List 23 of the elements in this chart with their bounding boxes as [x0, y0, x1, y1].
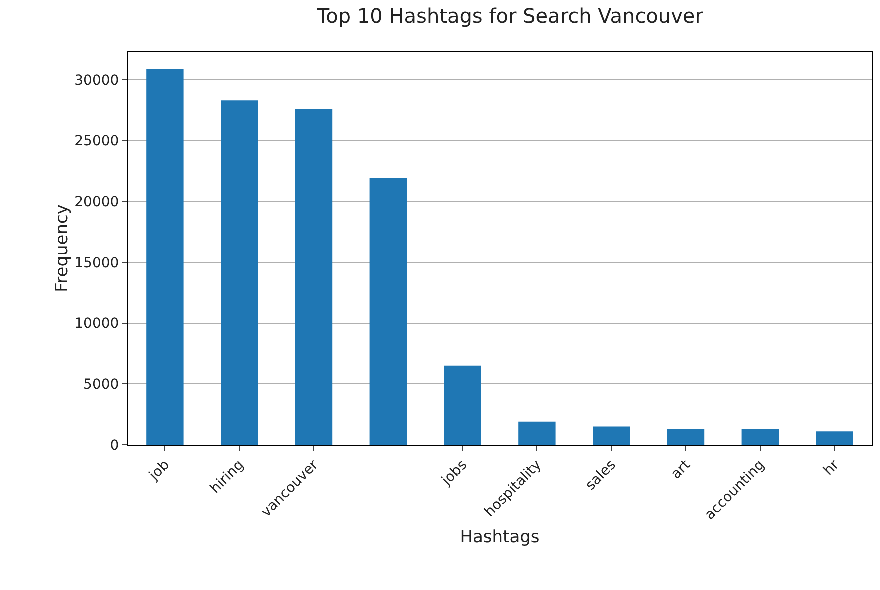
x-axis-title: Hashtags: [460, 528, 540, 548]
chart-title: Top 10 Hashtags for Search Vancouver: [316, 4, 704, 28]
bar: [146, 69, 184, 445]
bar: [370, 178, 407, 445]
y-tick-label: 30000: [74, 72, 120, 89]
bar: [444, 366, 482, 445]
x-tick-label: art: [668, 456, 694, 483]
y-tick-label: 15000: [74, 255, 120, 272]
bar: [742, 429, 779, 445]
y-tick-label: 25000: [74, 134, 120, 150]
y-tick-label: 5000: [84, 377, 120, 394]
bar: [667, 429, 705, 445]
bar: [593, 426, 630, 445]
y-tick-label: 10000: [74, 316, 120, 332]
bar: [295, 109, 333, 445]
y-tick-label: 0: [110, 438, 120, 454]
y-axis-title: Frequency: [52, 204, 73, 292]
bar: [518, 422, 556, 445]
bar: [221, 100, 258, 445]
y-tick-label: 20000: [74, 194, 120, 211]
bar: [816, 432, 854, 445]
x-tick-label: job: [146, 457, 174, 484]
x-tick-label: hr: [820, 457, 843, 479]
